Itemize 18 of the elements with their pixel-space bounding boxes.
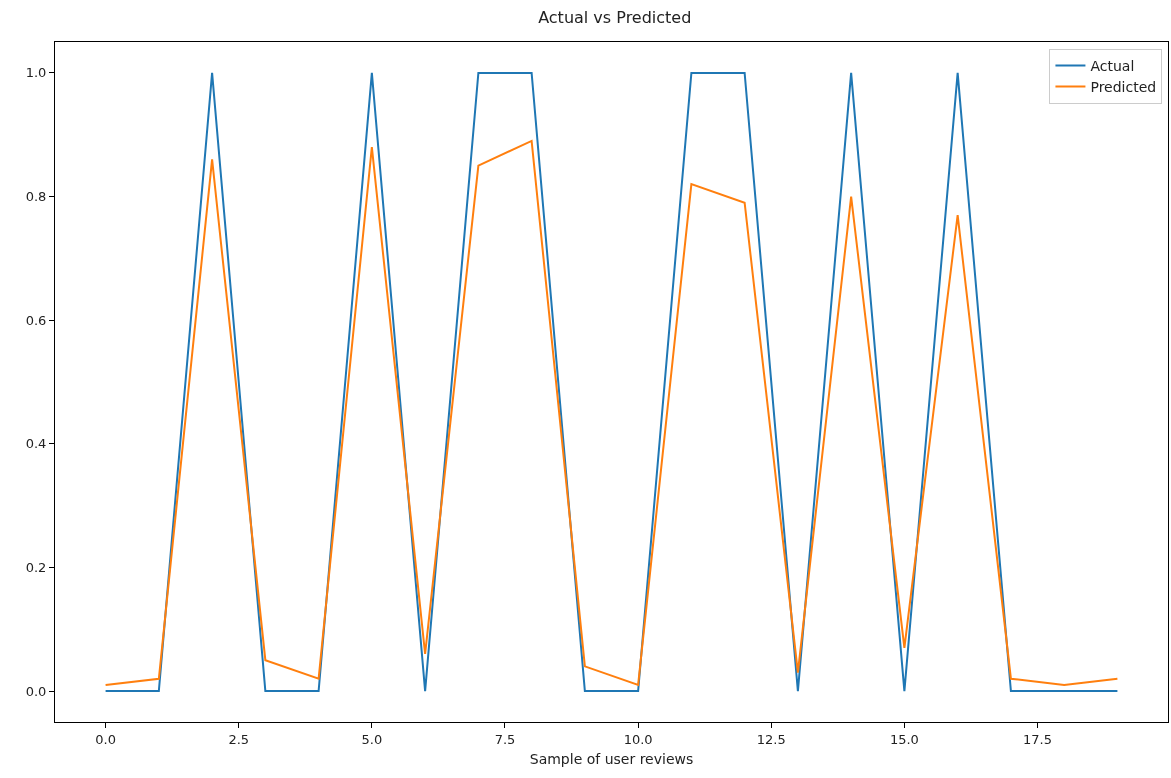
y-tick-label: 1.0 bbox=[25, 65, 47, 81]
x-tick-label: 2.5 bbox=[228, 731, 250, 747]
x-tick-label: 7.5 bbox=[494, 731, 516, 747]
x-tick-label: 5.0 bbox=[361, 731, 383, 747]
y-tick-label: 0.8 bbox=[25, 189, 47, 205]
x-tick-label: 12.5 bbox=[756, 731, 786, 747]
y-tick-label: 0.6 bbox=[25, 312, 47, 328]
x-tick-label: 15.0 bbox=[889, 731, 919, 747]
chart-title: Actual vs Predicted bbox=[538, 7, 692, 27]
y-tick-label: 0.2 bbox=[25, 560, 47, 575]
x-tick-label: 10.0 bbox=[623, 731, 653, 747]
legend-label: Actual bbox=[1090, 57, 1135, 74]
y-tick-label: 0.0 bbox=[25, 683, 47, 699]
x-axis-title: Sample of user reviews bbox=[529, 750, 694, 767]
x-tick-label: 17.5 bbox=[1023, 731, 1053, 747]
y-tick-label: 0.4 bbox=[25, 436, 47, 452]
x-tick-label: 0.0 bbox=[95, 731, 116, 747]
legend-label: Predicted bbox=[1090, 79, 1157, 96]
